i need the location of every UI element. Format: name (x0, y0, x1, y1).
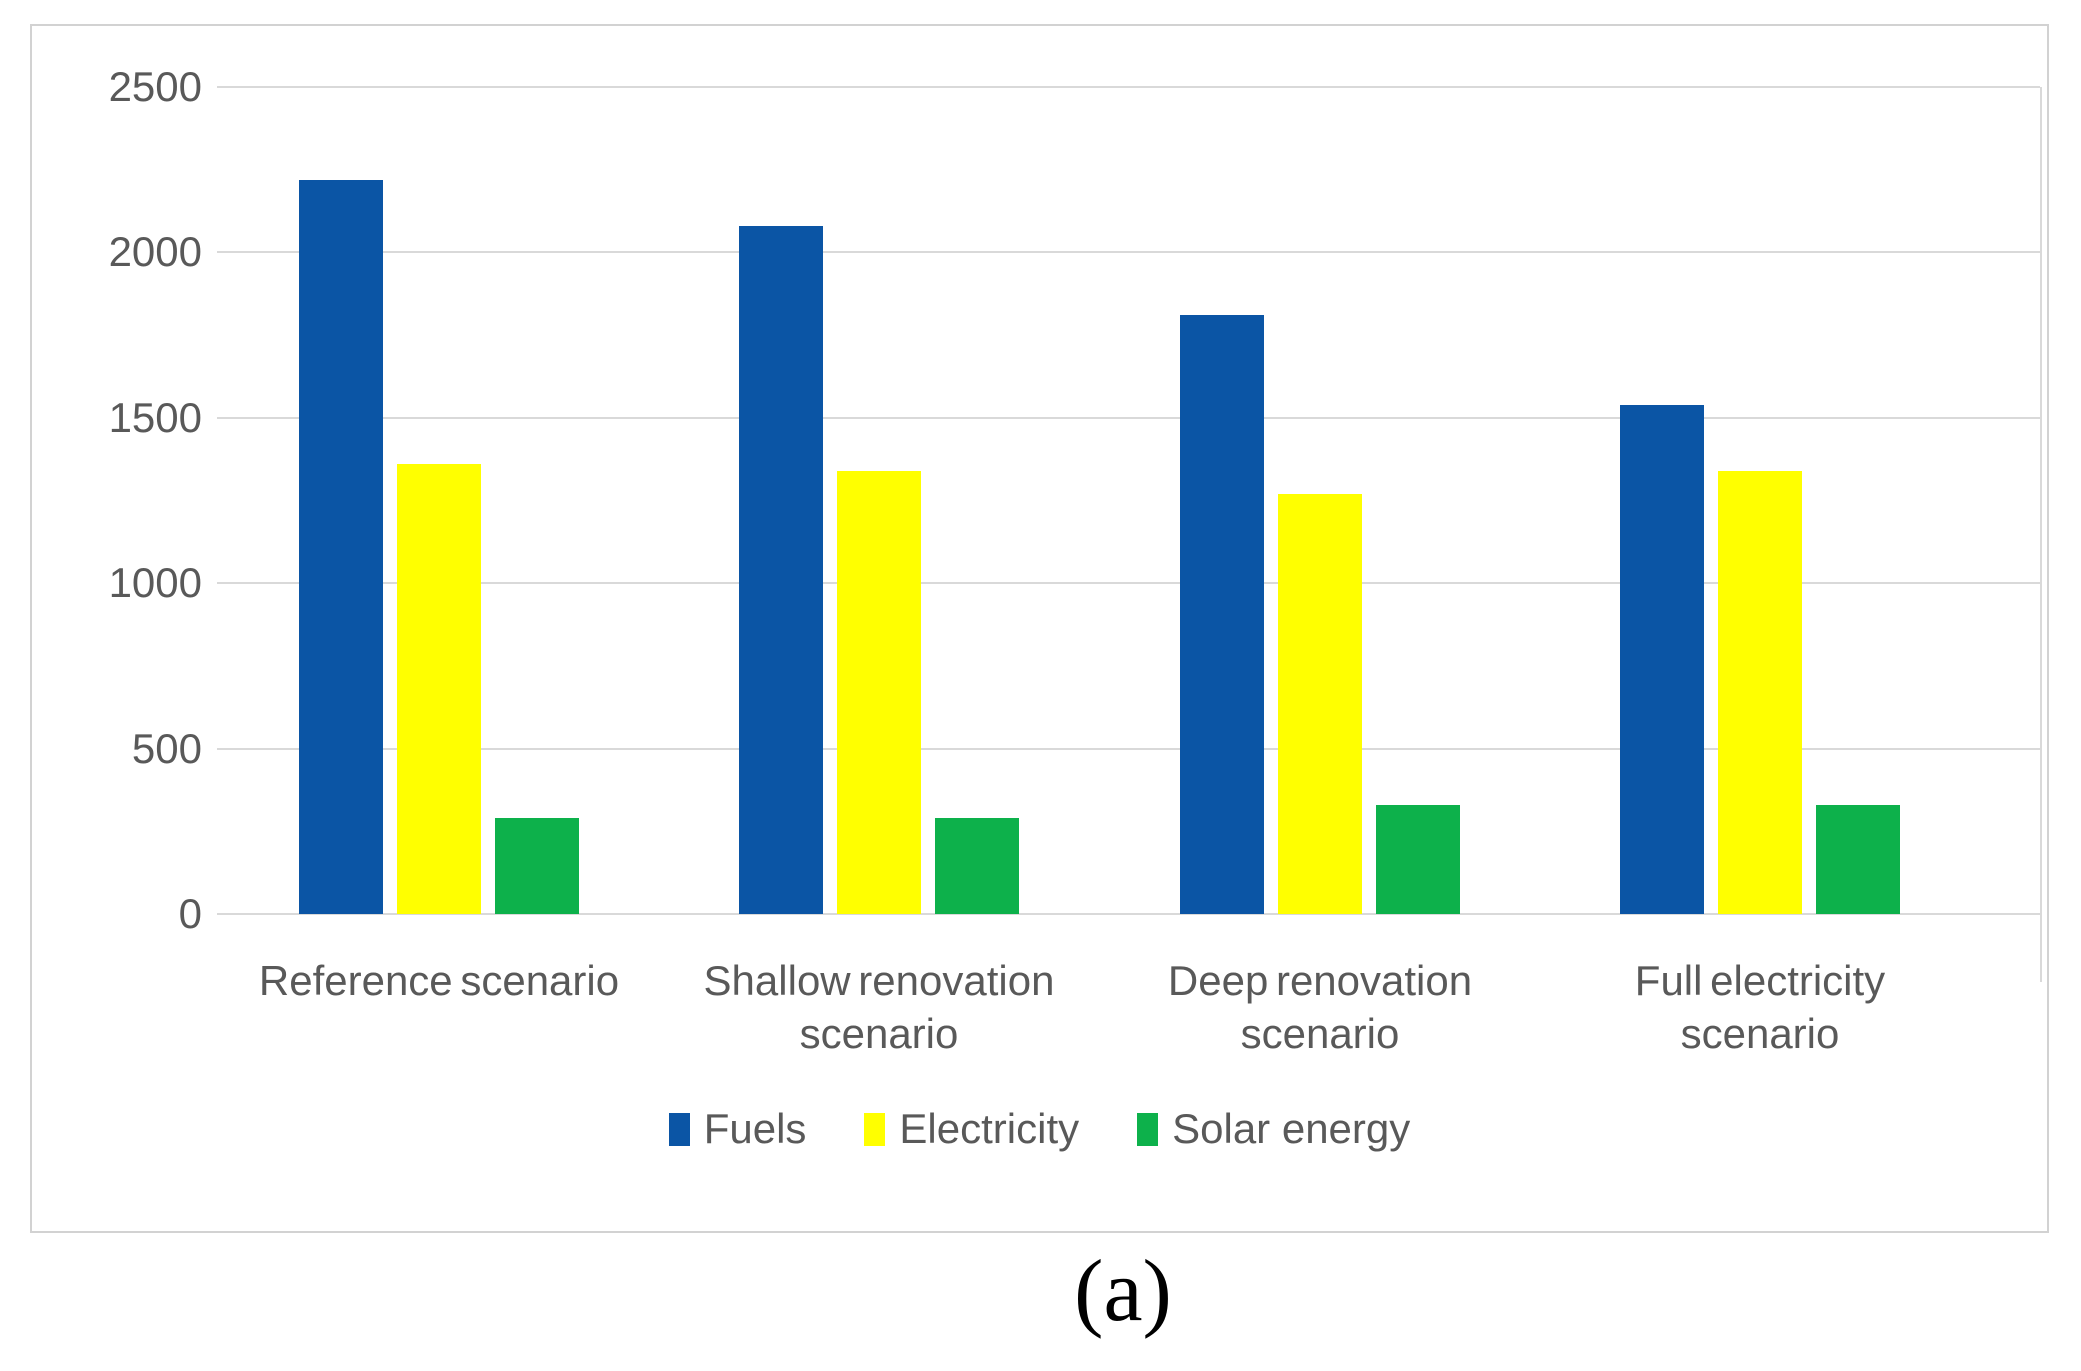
bar-electricity-3 (1718, 470, 1802, 914)
y-tick-label-1000: 1000 (108, 559, 202, 607)
x-axis-label-line: scenario (799, 1010, 959, 1057)
x-axis-label-line: scenario (1680, 1010, 1840, 1057)
legend-label: Electricity (899, 1105, 1080, 1152)
figure-caption-label: (a) (1074, 1243, 1172, 1340)
legend-marker-icon (668, 1112, 690, 1146)
plot-right-border (2040, 87, 2042, 982)
bar-fuels-0 (299, 179, 383, 914)
gridline-0 (217, 913, 2040, 915)
gridline-1000 (217, 582, 2040, 585)
legend-marker-icon (864, 1112, 886, 1146)
bar-fuels-1 (739, 225, 823, 914)
y-tick-label-500: 500 (131, 724, 202, 772)
gridline-2000 (217, 251, 2040, 254)
legend-marker-icon (1137, 1112, 1159, 1146)
gridline-1500 (217, 416, 2040, 419)
legend-label: Solar energy (1172, 1105, 1411, 1152)
x-axis-label-line: Deep renovation (1167, 957, 1473, 1004)
bar-solar-energy-0 (495, 818, 579, 914)
bar-solar-energy-1 (935, 818, 1019, 914)
y-tick-label-1500: 1500 (108, 393, 202, 441)
bar-fuels-3 (1620, 404, 1704, 914)
x-axis-label-3: Full electricity scenario (1520, 954, 2000, 1060)
x-axis-label-line: Full electricity (1634, 957, 1886, 1004)
legend-label: Fuels (703, 1105, 807, 1152)
y-tick-label-0: 0 (178, 890, 202, 937)
legend-item-fuels: Fuels (668, 1105, 807, 1152)
legend: Fuels Electricity Solar energy (32, 1108, 2047, 1150)
bar-electricity-2 (1278, 493, 1362, 914)
bar-fuels-2 (1180, 315, 1264, 914)
x-axis-label-line: scenario (1240, 1010, 1400, 1057)
y-tick-label-2000: 2000 (108, 228, 202, 276)
bar-electricity-0 (397, 464, 481, 914)
chart-area: 0 500 1000 1500 2000 2500 Reference scenario S… (30, 24, 2049, 1233)
x-axis-label-line: Reference scenario (258, 957, 620, 1004)
bar-solar-energy-3 (1816, 804, 1900, 914)
y-tick-label-2500: 2500 (108, 63, 202, 110)
x-axis-label-1: Shallow renovation scenario (639, 954, 1119, 1060)
gridline-500 (217, 747, 2040, 750)
bar-solar-energy-2 (1376, 804, 1460, 914)
gridline-2500 (217, 86, 2040, 88)
legend-item-solar-energy: Solar energy (1137, 1108, 1410, 1150)
x-axis-label-2: Deep renovation scenario (1080, 954, 1560, 1060)
bar-electricity-1 (837, 470, 921, 914)
x-axis-label-line: Shallow renovation (703, 957, 1055, 1004)
x-axis-label-0: Reference scenario (199, 954, 679, 1007)
legend-item-electricity: Electricity (864, 1108, 1079, 1150)
